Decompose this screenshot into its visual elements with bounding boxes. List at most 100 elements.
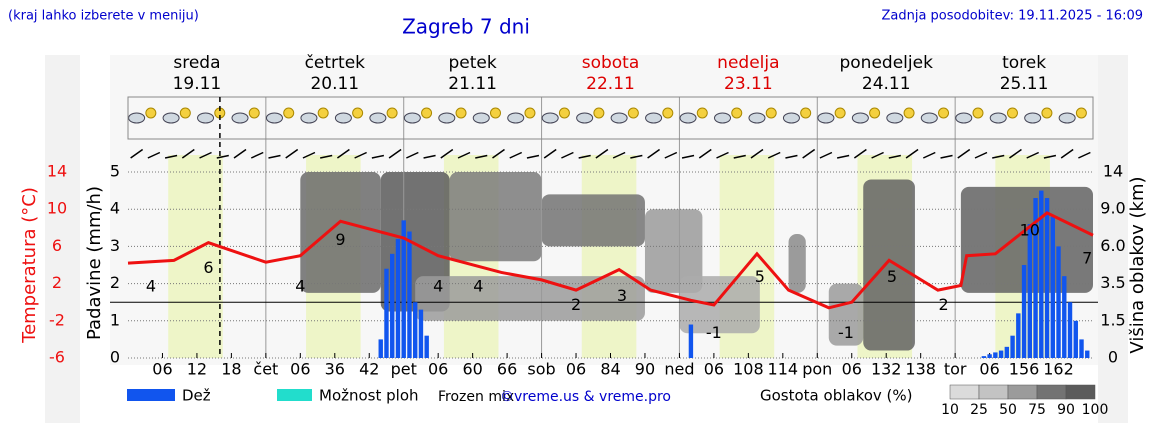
precip-bar — [1016, 313, 1021, 358]
precip-bar — [1067, 302, 1073, 358]
weather-icon — [1058, 112, 1076, 124]
wind-symbol — [871, 151, 884, 159]
wind-symbol — [1078, 151, 1091, 159]
day-date: 23.11 — [724, 74, 773, 94]
wind-symbol — [526, 154, 540, 159]
weather-icon — [576, 112, 594, 124]
density-label: 10 — [941, 402, 959, 418]
wind-symbol — [1043, 154, 1057, 159]
x-tick-label: 06 — [842, 360, 862, 379]
weather-icon — [558, 107, 570, 119]
legend-label: Možnost ploh — [319, 387, 419, 405]
cloud-block — [300, 172, 381, 293]
weather-icon — [265, 112, 283, 124]
precip-bar — [384, 268, 389, 358]
density-label: 90 — [1057, 402, 1075, 418]
weather-icon — [645, 112, 663, 124]
weather-icon — [1041, 107, 1053, 119]
weather-icon — [1024, 112, 1042, 124]
y-tick-label: 0 — [110, 348, 120, 367]
precip-bar — [1056, 246, 1061, 358]
cloud-block — [679, 276, 760, 334]
temp-label: 10 — [1020, 221, 1040, 240]
weather-icon — [317, 107, 329, 119]
y3-tick-label: 0 — [1108, 348, 1118, 367]
wind-symbol — [1026, 151, 1039, 159]
density-swatch — [949, 384, 980, 400]
cloud-block — [863, 179, 915, 351]
precip-bar — [1073, 320, 1078, 358]
precip-bar — [1021, 265, 1027, 358]
wind-symbol — [233, 148, 247, 159]
weather-icon — [886, 112, 904, 124]
wind-symbol — [561, 151, 574, 159]
wind-symbol — [354, 151, 367, 159]
legend-label: Frozen mix — [438, 389, 514, 405]
temp-label: 4 — [295, 277, 305, 296]
temperature-line — [127, 211, 1094, 310]
wind-symbol — [733, 154, 746, 159]
precip-bar — [981, 356, 987, 358]
updated: Zadnja posodobitev: 19.11.2025 - 16:09 — [881, 9, 1143, 24]
day-date: 21.11 — [448, 74, 497, 94]
day-name: sobota — [582, 53, 640, 73]
y-tick-label: 3 — [110, 236, 120, 255]
menu-hint[interactable]: (kraj lahko izberete v meniju) — [8, 9, 199, 24]
wind-symbol — [853, 148, 867, 159]
y2-tick-label: 14 — [47, 162, 67, 181]
y-label: Padavine (mm/h) — [84, 186, 105, 340]
weather-icon — [662, 107, 674, 119]
y3-tick-label: 1.5 — [1100, 310, 1125, 329]
wind-symbol — [440, 148, 454, 159]
density-label: 75 — [1028, 402, 1046, 418]
weather-icon — [386, 107, 398, 119]
x-tick-label: pet — [391, 360, 417, 379]
precip-bar — [424, 335, 429, 358]
precip-bar — [1079, 339, 1084, 358]
temp-label: 4 — [473, 277, 483, 296]
precip-bar — [688, 324, 694, 358]
y-tick-label: 1 — [110, 310, 120, 329]
precip-bar — [1044, 198, 1050, 358]
wind-symbol — [302, 151, 316, 159]
weather-icon — [851, 112, 869, 124]
wind-symbol — [647, 148, 661, 159]
weather-icon — [507, 112, 525, 124]
weather-icon — [489, 107, 501, 119]
weather-icon — [231, 112, 249, 124]
density-swatch — [1065, 384, 1096, 400]
weather-icon — [352, 107, 364, 119]
left-panel — [45, 55, 80, 423]
temp-label: 4 — [433, 277, 443, 296]
weather-icon — [765, 107, 777, 119]
x-tick-label: 06 — [152, 360, 172, 379]
y3-tick-label: 6.0 — [1100, 236, 1125, 255]
y2-tick-label: -2 — [49, 310, 65, 329]
daylight-band — [581, 155, 637, 358]
wind-symbol — [595, 148, 609, 159]
weather-icon — [593, 107, 605, 119]
wind-symbol — [819, 151, 833, 159]
wind-symbol — [992, 154, 1005, 159]
day-name: torek — [1002, 53, 1046, 73]
wind-symbol — [336, 148, 350, 159]
wind-symbol — [630, 154, 643, 159]
wind-symbol — [957, 148, 971, 159]
weather-icon — [714, 112, 732, 124]
weather-icon — [128, 112, 146, 124]
cloud-block — [449, 172, 542, 262]
credit[interactable]: ©vreme.us & vreme.pro — [500, 389, 671, 405]
day-name: ponedeljek — [839, 53, 933, 73]
wind-symbol — [371, 154, 385, 159]
weather-icon — [610, 112, 628, 124]
temp-label: -1 — [838, 323, 854, 342]
wind-symbol — [664, 151, 678, 159]
wind-symbol — [716, 151, 729, 159]
wind-symbol — [888, 154, 901, 159]
legend-label: Gostota oblakov (%) — [760, 387, 913, 405]
temp-label: 9 — [335, 230, 345, 249]
precip-bar — [413, 302, 418, 358]
wind-symbol — [750, 148, 764, 159]
wind-symbol — [905, 148, 919, 159]
